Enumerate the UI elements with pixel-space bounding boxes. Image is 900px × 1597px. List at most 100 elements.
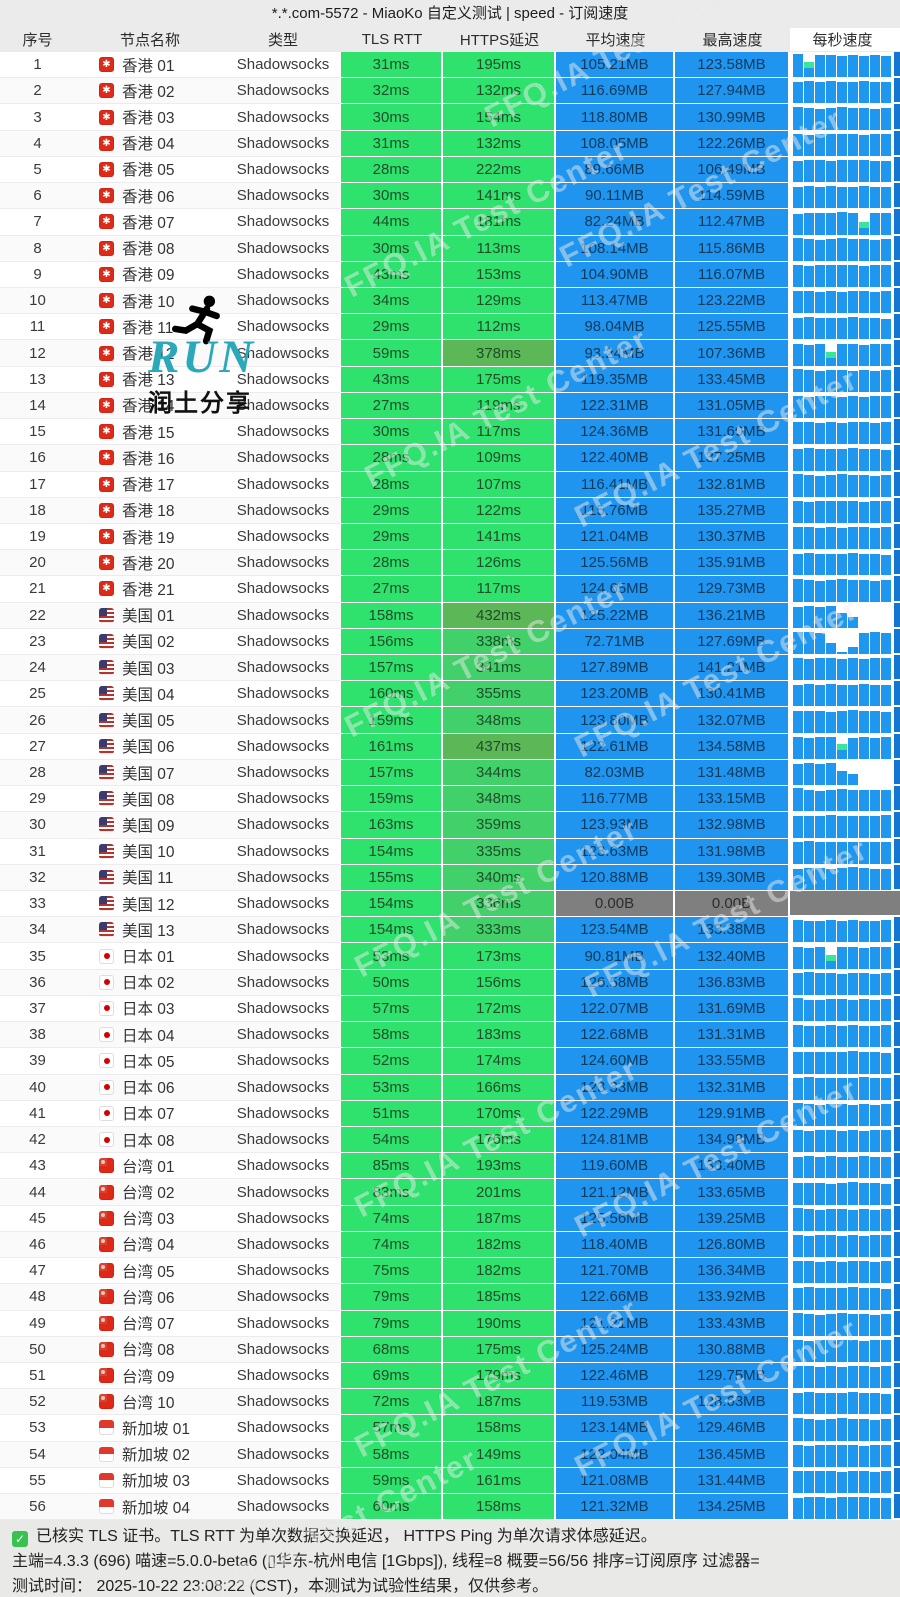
sparkline-bar — [848, 447, 858, 471]
sparkline-bar — [837, 613, 847, 628]
sparkline-bar — [848, 1156, 858, 1179]
sparkline-bar — [793, 1497, 803, 1520]
table-row: 8 ✱ 香港 08 Shadowsocks 30ms 113ms 108.14MB 115.8… — [0, 235, 900, 262]
https-latency-value: 154ms — [443, 104, 556, 131]
node-name: 美国 04 — [122, 686, 175, 704]
node-name-cell: ✱ 香港 11 — [75, 314, 225, 341]
sparkline-bar — [848, 291, 858, 314]
sparkline-bar — [804, 1392, 814, 1415]
sparkline-bar — [881, 238, 891, 261]
sparkline-bar — [870, 1157, 880, 1179]
sparkline-bar — [859, 1418, 869, 1441]
sparkline-bar — [793, 868, 803, 890]
sparkline-bar — [804, 1209, 814, 1231]
sparkline-bar — [793, 920, 803, 943]
sparkline-edge-strip — [894, 812, 900, 837]
sparkline-bar — [815, 1025, 825, 1048]
hk-flag-icon: ✱ — [99, 397, 114, 413]
sparkline-bar — [804, 290, 814, 314]
sparkline-bar — [826, 1471, 836, 1494]
tw-flag-icon — [99, 1368, 114, 1384]
max-speed-value: 132.98MB — [675, 812, 790, 839]
us-flag-icon — [99, 712, 114, 728]
node-name: 美国 03 — [122, 660, 175, 678]
sparkline-bar — [881, 1209, 891, 1231]
max-speed-value: 134.25MB — [675, 1494, 790, 1521]
sparkline-edge-strip — [894, 497, 900, 522]
sparkline-bar — [826, 1261, 836, 1284]
per-second-speed-sparkline — [790, 1389, 900, 1416]
jp-flag-icon — [99, 1132, 114, 1148]
sparkline-bar — [837, 422, 847, 445]
sparkline-bars — [793, 551, 892, 576]
tls-rtt-value: 31ms — [341, 52, 443, 79]
max-speed-value: 129.73MB — [675, 576, 790, 603]
sparkline-bar — [870, 108, 880, 130]
sparkline-bar — [881, 579, 891, 602]
sparkline-bar — [804, 972, 814, 995]
sparkline-bar — [793, 658, 803, 681]
https-latency-value: 222ms — [443, 156, 556, 184]
sparkline-bar — [826, 395, 836, 419]
node-name: 美国 05 — [122, 713, 175, 731]
row-index: 10 — [0, 287, 75, 315]
tls-rtt-value: 27ms — [341, 576, 443, 603]
sparkline-bars — [793, 577, 892, 602]
https-latency-value: 187ms — [443, 1389, 556, 1416]
table-row: 6 ✱ 香港 06 Shadowsocks 30ms 141ms 90.11MB 114.59… — [0, 183, 900, 210]
table-header: 序号 节点名称 类型 TLS RTT HTTPS延迟 平均速度 最高速度 每秒速… — [0, 27, 900, 52]
row-index: 24 — [0, 655, 75, 682]
sparkline-bar — [815, 239, 825, 261]
sparkline-bar — [848, 1286, 858, 1310]
hk-flag-icon: ✱ — [99, 581, 114, 597]
table-row: 46 台湾 04 Shadowsocks 74ms 182ms 118.40MB 126.8… — [0, 1231, 900, 1259]
sparkline-bar — [837, 770, 847, 786]
https-latency-value: 174ms — [443, 1048, 556, 1075]
table-row: 13 ✱ 香港 13 Shadowsocks 43ms 175ms 119.35MB 133.… — [0, 366, 900, 393]
sparkline-edge-strip — [894, 1048, 900, 1073]
row-index: 44 — [0, 1179, 75, 1206]
tls-rtt-value: 68ms — [341, 1336, 443, 1363]
table-row: 35 日本 01 Shadowsocks 53ms 173ms 90.81MB 132.40… — [0, 943, 900, 970]
table-row: 45 台湾 03 Shadowsocks 74ms 187ms 125.56MB 139.2… — [0, 1205, 900, 1232]
https-latency-value: 437ms — [443, 733, 556, 760]
protocol-type: Shadowsocks — [225, 366, 341, 393]
sparkline-bar — [881, 500, 891, 523]
sparkline-bar — [881, 133, 891, 156]
https-latency-value: 336ms — [443, 891, 556, 918]
sparkline-bar — [793, 160, 803, 183]
node-name: 香港 05 — [122, 162, 175, 180]
sparkline-bar — [837, 369, 847, 392]
max-speed-value: 139.30MB — [675, 864, 790, 891]
sparkline-bar — [870, 1471, 880, 1494]
table-row: 7 ✱ 香港 07 Shadowsocks 44ms 181ms 82.24MB 112.47… — [0, 209, 900, 236]
max-speed-value: 136.34MB — [675, 1258, 790, 1285]
sparkline-bar — [859, 1392, 869, 1415]
sparkline-bar — [859, 1182, 869, 1205]
node-name: 台湾 09 — [122, 1368, 175, 1386]
sparkline-bar — [804, 1470, 814, 1494]
row-index: 38 — [0, 1022, 75, 1049]
sparkline-bar — [848, 500, 858, 523]
row-index: 47 — [0, 1258, 75, 1285]
avg-speed-value: 122.04MB — [556, 1441, 675, 1468]
https-latency-value: 201ms — [443, 1179, 556, 1206]
jp-flag-icon — [99, 1105, 114, 1121]
https-latency-value: 129ms — [443, 287, 556, 315]
sparkline-bars — [793, 1128, 892, 1153]
row-index: 9 — [0, 261, 75, 288]
sparkline-bar — [804, 1497, 814, 1520]
sparkline-bar — [826, 1498, 836, 1520]
table-row: 54 新加坡 02 Shadowsocks 58ms 149ms 122.04MB 136.… — [0, 1441, 900, 1468]
us-flag-icon — [99, 660, 114, 676]
protocol-type: Shadowsocks — [225, 261, 341, 288]
col-header-max-speed: 最高速度 — [702, 32, 763, 49]
row-index: 11 — [0, 314, 75, 341]
sparkline-bar — [826, 1339, 836, 1362]
node-name: 香港 03 — [122, 110, 175, 128]
sparkline-bar — [859, 134, 869, 156]
sparkline-bar — [881, 789, 891, 812]
sparkline-edge-strip — [894, 445, 900, 470]
table-row: 22 美国 01 Shadowsocks 158ms 432ms 125.22MB 136.… — [0, 602, 900, 629]
node-name: 日本 05 — [122, 1053, 175, 1071]
